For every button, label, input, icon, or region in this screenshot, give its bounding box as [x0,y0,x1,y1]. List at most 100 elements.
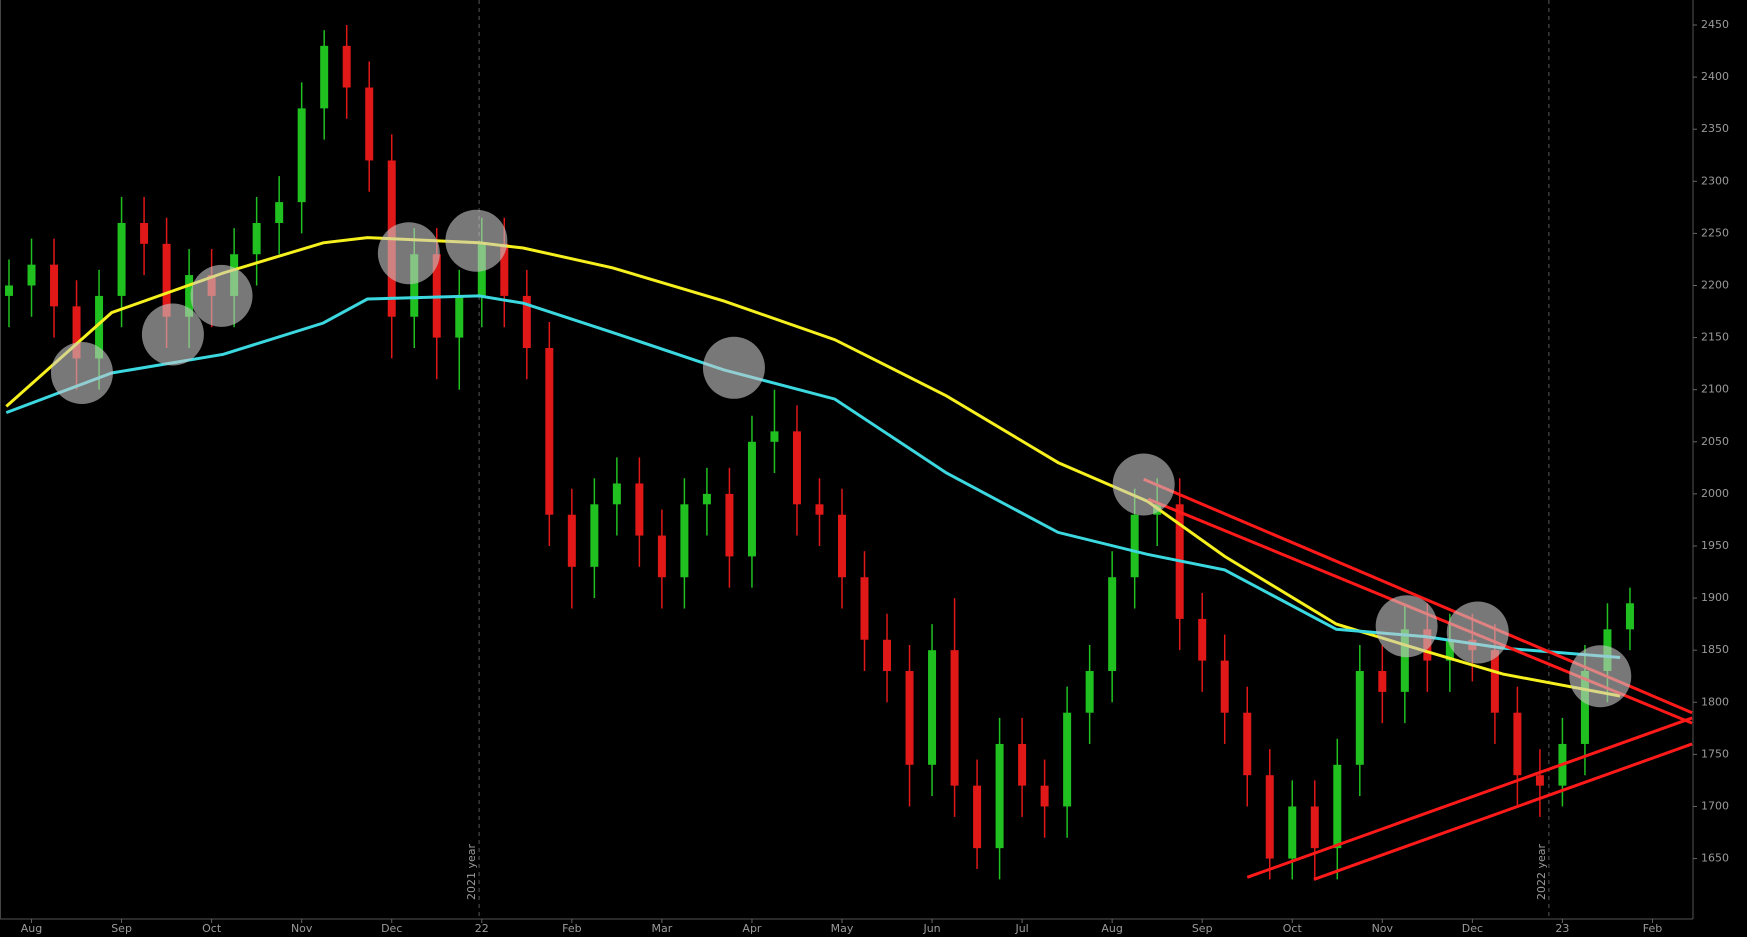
y-tick-label: 1950 [1701,539,1729,552]
candle-body [500,243,509,296]
candle-body [27,264,36,286]
candle-body [1265,775,1274,859]
candle-body [140,222,149,244]
candle-body [1288,806,1297,859]
year-label: 2021 year [465,843,478,900]
candle-body [635,483,644,536]
moving-average [5,294,1621,659]
y-tick-label: 2400 [1701,70,1729,83]
candle-body [1198,618,1207,661]
highlight-circle [1375,595,1438,658]
y-tick-label: 2100 [1701,383,1729,396]
candle-body [883,639,892,672]
candle-body [590,504,599,567]
x-tick-label: Jul [1014,922,1028,935]
highlight-circle [1112,453,1175,516]
x-tick-label: Sep [1192,922,1213,935]
candle-body [612,483,621,505]
candle-body [410,254,419,317]
year-label: 2022 year [1535,843,1548,900]
candle-body [905,671,914,765]
y-tick-label: 1700 [1701,799,1729,812]
candle-body [928,650,937,765]
candle-body [72,306,81,359]
x-tick-label: Oct [1283,922,1303,935]
candle-body [1310,806,1319,849]
x-tick-label: Dec [381,922,402,935]
candle-body [1580,671,1589,744]
candle-body [50,264,59,307]
candle-body [185,275,194,317]
x-tick-label: Mar [652,922,673,935]
candle-body [1378,671,1387,692]
candle-body [1220,660,1229,713]
x-tick-label: 22 [475,922,489,935]
y-tick-label: 1900 [1701,591,1729,604]
candle-body [342,45,351,88]
candle-body [1040,785,1049,807]
candle-body [567,514,576,567]
candle-body [1243,712,1252,776]
y-tick-label: 2050 [1701,435,1729,448]
y-tick-label: 2350 [1701,122,1729,135]
y-tick-label: 2300 [1701,174,1729,187]
x-tick-label: Aug [21,922,42,935]
candle-body [545,348,554,515]
highlight-circle [190,264,253,327]
candle-body [792,431,801,505]
candle-body [770,431,779,442]
candle-body [1355,671,1364,765]
candle-body [117,222,126,296]
x-tick-label: Nov [1372,922,1394,935]
candle-body [837,514,846,578]
candle-body [680,504,689,578]
highlight-circle [141,303,204,366]
x-tick-label: May [831,922,854,935]
y-tick-label: 2450 [1701,18,1729,31]
candle-body [455,295,464,338]
candle-body [1490,650,1499,713]
highlight-circle [50,342,113,405]
candle-body [162,243,171,317]
x-tick-label: Sep [111,922,132,935]
candle-body [297,108,306,203]
candle-body [702,493,711,505]
candle-body [320,45,329,109]
candle-body [1130,514,1139,578]
candle-body [747,441,756,557]
candle-body [522,295,531,349]
y-tick-label: 1750 [1701,747,1729,760]
highlight-circle [1446,601,1509,664]
trend-line [1246,716,1693,879]
candle-body [995,743,1004,849]
trend-line [1313,742,1693,881]
candle-body [1018,743,1027,786]
candle-body [973,785,982,849]
candle-body [1535,775,1544,786]
x-tick-label: Apr [742,922,762,935]
candle-body [1400,629,1409,692]
candle-body [275,202,284,223]
candle-body [1333,764,1342,849]
y-tick-label: 2200 [1701,278,1729,291]
y-tick-label: 1650 [1701,852,1729,865]
x-tick-label: Feb [562,922,581,935]
x-tick-label: Dec [1462,922,1483,935]
candle-body [657,535,666,578]
candle-body [1108,577,1117,672]
highlight-circle [702,336,765,399]
candle-body [815,504,824,515]
x-tick-label: Feb [1643,922,1662,935]
candle-body [252,222,261,255]
x-tick-label: Jun [922,922,940,935]
candle-body [95,295,104,359]
candle-body [365,87,374,161]
highlight-circle [377,222,440,285]
x-tick-label: 23 [1555,922,1569,935]
highlight-circle [445,209,508,272]
candle-body [5,285,14,296]
y-tick-label: 2000 [1701,487,1729,500]
y-tick-label: 2250 [1701,226,1729,239]
candle-body [1085,671,1094,713]
